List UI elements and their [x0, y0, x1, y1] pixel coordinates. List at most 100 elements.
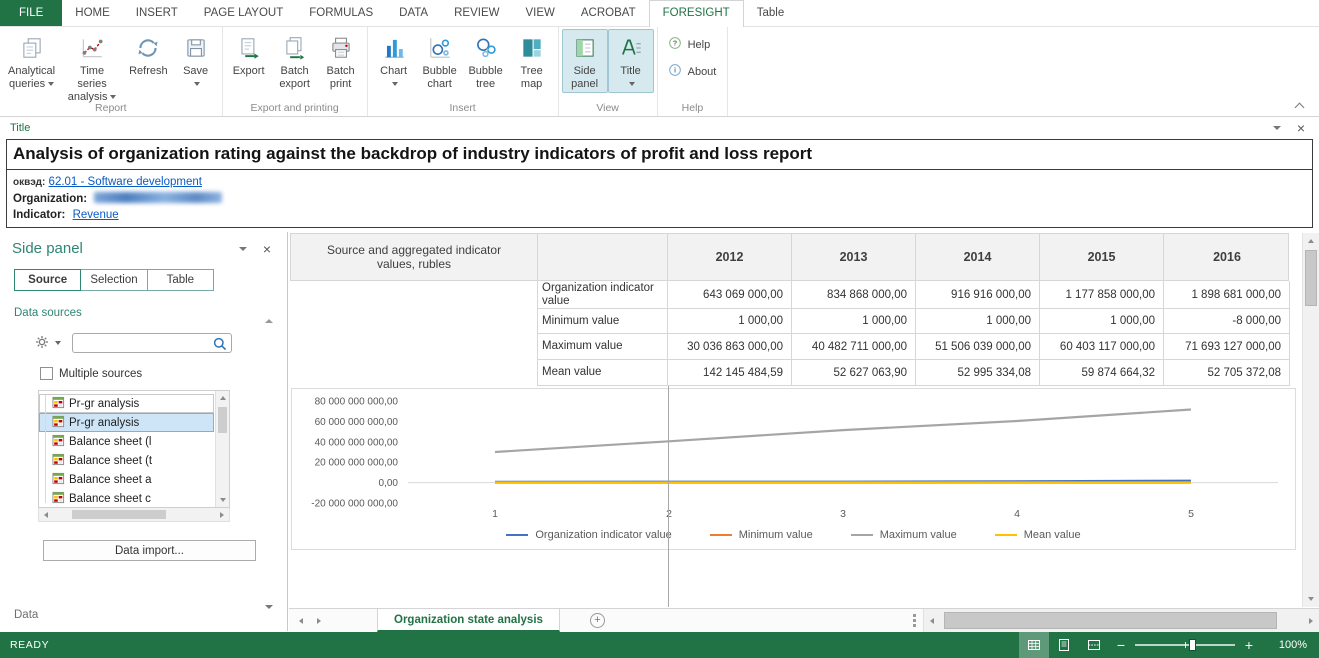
zoom-level[interactable]: 100%: [1261, 639, 1307, 651]
button-side-panel[interactable]: Sidepanel: [562, 29, 608, 93]
chevron-up-icon: [1294, 103, 1304, 113]
button-chart[interactable]: Chart: [371, 29, 417, 93]
sheet-icon: [52, 396, 65, 412]
button-bubble-tree[interactable]: Bubbletree: [463, 29, 509, 93]
scrollbar-thumb[interactable]: [218, 407, 227, 433]
collapse-ribbon-button[interactable]: [1291, 100, 1307, 112]
ribbon-tab-formulas[interactable]: FORMULAS: [296, 0, 386, 26]
tab-scroll-splitter[interactable]: [906, 609, 923, 632]
ribbon-tab-review[interactable]: REVIEW: [441, 0, 512, 26]
chart-icon: [381, 33, 407, 63]
tree-item[interactable]: Balance sheet (t: [39, 451, 214, 470]
line-chart[interactable]: 80 000 000 000,0060 000 000 000,0040 000…: [291, 388, 1296, 550]
scrollbar-thumb[interactable]: [1305, 250, 1317, 306]
cell-value: 1 000,00: [668, 309, 792, 334]
button-analytical-queries[interactable]: Analyticalqueries: [3, 29, 60, 93]
next-sheet-button[interactable]: [317, 618, 321, 624]
expand-section-icon[interactable]: [265, 605, 273, 621]
dropdown-caret-icon: [55, 341, 61, 345]
cell-value: 916 916 000,00: [916, 281, 1040, 309]
ribbon-tab-foresight[interactable]: FORESIGHT: [649, 0, 744, 27]
ribbon-tab-data[interactable]: DATA: [386, 0, 441, 26]
zoom-slider-thumb[interactable]: [1189, 639, 1196, 651]
okved-link[interactable]: 62.01 - Software development: [49, 176, 202, 188]
ribbon-tab-table[interactable]: Table: [744, 0, 798, 26]
ribbon-tab-bar: FILEHOMEINSERTPAGE LAYOUTFORMULASDATAREV…: [0, 0, 1319, 27]
scroll-down-button[interactable]: [1303, 591, 1319, 607]
button-title[interactable]: Title: [608, 29, 654, 93]
sheet-tab-active[interactable]: Organization state analysis: [377, 609, 560, 632]
previous-sheet-button[interactable]: [299, 618, 303, 624]
chevron-down-icon[interactable]: [1273, 126, 1281, 130]
table-year-header: 2012: [668, 234, 792, 280]
cell-value: 1 000,00: [792, 309, 916, 334]
chevron-down-icon[interactable]: [239, 247, 247, 251]
ribbon-group-label: Help: [658, 102, 728, 114]
side-tab-table[interactable]: Table: [148, 269, 214, 291]
page-layout-view-button[interactable]: [1049, 632, 1079, 658]
main-vertical-scrollbar[interactable]: [1302, 233, 1319, 607]
svg-text:0,00: 0,00: [379, 478, 399, 489]
cell-value: 1 000,00: [1040, 309, 1164, 334]
button-about[interactable]: iAbout: [667, 62, 717, 81]
scroll-right-button[interactable]: [1303, 609, 1319, 632]
search-box: [72, 333, 232, 353]
button-help[interactable]: ?Help: [667, 35, 711, 54]
scroll-up-button[interactable]: [1303, 233, 1319, 249]
multiple-sources-checkbox[interactable]: [40, 367, 53, 380]
tree-item[interactable]: Pr-gr analysis: [39, 394, 214, 413]
ribbon-tab-acrobat[interactable]: ACROBAT: [568, 0, 649, 26]
scrollbar-thumb[interactable]: [72, 510, 166, 519]
close-icon[interactable]: ×: [1297, 121, 1305, 135]
normal-view-button[interactable]: [1019, 632, 1049, 658]
scroll-up-button[interactable]: [216, 391, 229, 405]
indicator-link[interactable]: Revenue: [73, 209, 119, 221]
sheet-icon: [52, 472, 65, 488]
row-label: Organization indicator value: [538, 281, 668, 309]
scroll-left-button[interactable]: [39, 508, 53, 521]
tree-item[interactable]: Balance sheet (l: [39, 432, 214, 451]
search-input[interactable]: [79, 337, 209, 349]
tree-item[interactable]: Balance sheet c: [39, 489, 214, 508]
button-export[interactable]: Export: [226, 29, 272, 80]
collapse-section-icon[interactable]: [265, 307, 273, 323]
side-tab-source[interactable]: Source: [14, 269, 81, 291]
scroll-right-button[interactable]: [215, 508, 229, 521]
page-break-view-button[interactable]: [1079, 632, 1109, 658]
zoom-out-button[interactable]: −: [1109, 638, 1133, 652]
button-tree-map[interactable]: Treemap: [509, 29, 555, 93]
button-batch-export[interactable]: Batchexport: [272, 29, 318, 93]
search-icon[interactable]: [212, 336, 228, 355]
list-vertical-scrollbar[interactable]: [215, 391, 229, 507]
zoom-in-button[interactable]: +: [1237, 638, 1261, 652]
button-refresh[interactable]: Refresh: [124, 29, 173, 80]
button-time-series-analysis[interactable]: Time seriesanalysis: [60, 29, 124, 106]
button-batch-print[interactable]: Batchprint: [318, 29, 364, 93]
side-tab-selection[interactable]: Selection: [81, 269, 147, 291]
treemap-icon: [519, 33, 545, 63]
scroll-left-button[interactable]: [924, 609, 940, 632]
legend-item: Mean value: [995, 529, 1081, 541]
list-horizontal-scrollbar[interactable]: [38, 508, 230, 522]
scroll-down-button[interactable]: [216, 493, 229, 507]
dropdown-caret-icon: [629, 82, 635, 86]
close-icon[interactable]: ×: [263, 242, 271, 256]
tree-item[interactable]: Balance sheet a: [39, 470, 214, 489]
save-icon: [183, 33, 209, 63]
zoom-slider[interactable]: [1135, 644, 1235, 646]
ribbon-group-label: View: [559, 102, 657, 114]
data-import-button[interactable]: Data import...: [43, 540, 256, 561]
ribbon-tab-page-layout[interactable]: PAGE LAYOUT: [191, 0, 296, 26]
button-save[interactable]: Save: [173, 29, 219, 93]
button-bubble-chart[interactable]: Bubblechart: [417, 29, 463, 93]
main-horizontal-scrollbar[interactable]: [923, 609, 1319, 632]
tree-item[interactable]: Pr-gr analysis: [39, 413, 214, 432]
ribbon-tab-view[interactable]: VIEW: [512, 0, 567, 26]
ribbon-tab-insert[interactable]: INSERT: [123, 0, 191, 26]
new-sheet-button[interactable]: +: [590, 609, 605, 632]
ribbon-tab-file[interactable]: FILE: [0, 0, 62, 26]
table-blank-header: [538, 234, 668, 280]
ribbon-tab-home[interactable]: HOME: [62, 0, 123, 26]
settings-dropdown[interactable]: [34, 334, 61, 353]
scrollbar-thumb[interactable]: [944, 612, 1277, 629]
